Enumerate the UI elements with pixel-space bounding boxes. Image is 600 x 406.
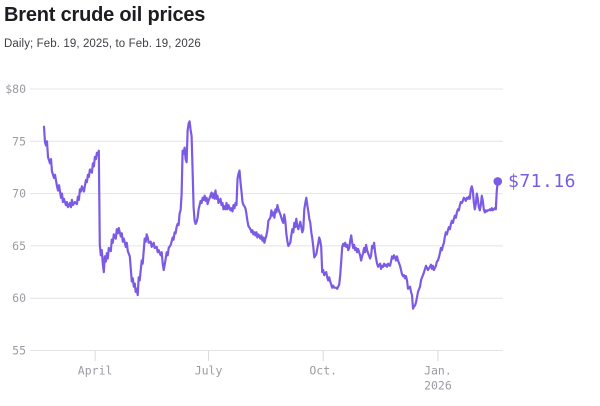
price-line: [42, 120, 499, 310]
x-axis-label-July: July: [195, 364, 223, 378]
x-axis-sublabel-2026: 2026: [424, 379, 452, 393]
chart-title: Brent crude oil prices: [4, 4, 206, 26]
y-axis-label-70: 70: [12, 187, 26, 201]
latest-price-label: $71.16: [508, 170, 577, 192]
chart-subtitle: Daily; Feb. 19, 2025, to Feb. 19, 2026: [4, 38, 201, 50]
y-axis-label-55: 55: [12, 344, 26, 358]
x-axis-label-Jan.: Jan.: [424, 364, 452, 378]
x-axis-label-Oct.: Oct.: [309, 364, 337, 378]
y-axis-label-75: 75: [12, 134, 26, 148]
y-axis-label-60: 60: [12, 291, 26, 305]
end-point-dot: [493, 177, 503, 186]
y-axis-label-65: 65: [12, 239, 26, 253]
x-axis-label-April: April: [78, 364, 113, 378]
y-axis-label-80: $80: [5, 82, 26, 96]
